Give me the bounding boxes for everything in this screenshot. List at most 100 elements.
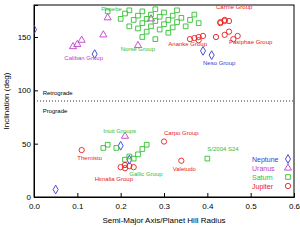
point (218, 20, 223, 25)
point (131, 164, 136, 169)
tick-label: 0.3 (159, 202, 171, 211)
point (200, 33, 205, 38)
point (179, 15, 184, 20)
legend-marker (285, 183, 290, 188)
tick-mark (34, 144, 38, 145)
annotation: Prograde (43, 108, 68, 114)
annotation: S/2004 S24 (207, 146, 239, 152)
series (34, 25, 214, 194)
point (170, 25, 175, 30)
tick: 0 (27, 193, 38, 202)
tick-mark (34, 37, 38, 38)
legend-marker (286, 175, 291, 180)
tick-label: 0 (27, 193, 32, 202)
tick-label: 0.1 (72, 202, 84, 211)
legend: NeptuneUranus Saturn Jupiter (252, 155, 292, 191)
point (153, 37, 158, 42)
point (118, 17, 123, 22)
plot: 0.0 0.1 0.2 0.3 0.4 0.5 0.6 0 50 100 150 PhoebeNors… (18, 4, 300, 211)
point (100, 31, 107, 37)
point (226, 18, 231, 23)
point (104, 14, 111, 20)
point (209, 51, 214, 60)
point (205, 156, 210, 161)
tick: 0.5 (246, 193, 258, 211)
annotation: Carme Group (216, 4, 253, 10)
series (101, 7, 210, 162)
legend-label: Saturn (252, 174, 273, 181)
point (53, 185, 58, 194)
frame (34, 5, 294, 197)
tick-label: 150 (18, 33, 32, 42)
tick-label: 0.0 (29, 202, 41, 211)
point (78, 36, 85, 42)
point (157, 27, 162, 32)
point (196, 21, 201, 26)
annotation: Ananke Group (168, 41, 207, 47)
tick-mark (164, 193, 165, 197)
tick: 0.2 (116, 193, 128, 211)
tick-label: 0.2 (116, 202, 128, 211)
axis-line (35, 6, 39, 198)
point (179, 158, 184, 163)
tick: 150 (18, 33, 38, 42)
tick: 0.1 (72, 193, 84, 211)
point (140, 9, 145, 14)
annotation: Phoebe (101, 6, 122, 12)
point (226, 29, 231, 34)
point (175, 8, 180, 13)
annotations: PhoebeNorse GroupCaliban GroupAnanke Gro… (43, 4, 273, 182)
x-axis: 0.0 0.1 0.2 0.3 0.4 0.5 0.6 (29, 193, 300, 211)
tick: 100 (18, 86, 38, 95)
series (69, 14, 154, 139)
point (183, 24, 188, 29)
legend-label: Jupiter (252, 183, 274, 191)
annotation: Themisto (77, 155, 102, 161)
legend-label: Uranus (252, 165, 275, 172)
tick-mark (121, 193, 122, 197)
x-title: Semi-Major Axis/Planet Hill Radius (102, 216, 225, 225)
annotation: Pasiphae Group (229, 39, 273, 45)
point (149, 12, 154, 17)
point (161, 139, 166, 144)
point (34, 25, 37, 34)
point (149, 24, 154, 29)
annotation: Himalia Group (95, 176, 134, 182)
y-axis: 0 50 100 150 (18, 6, 38, 203)
tick-mark (77, 193, 78, 197)
tick-label: 50 (22, 140, 31, 149)
point (235, 33, 240, 38)
tick-mark (251, 193, 252, 197)
legend-label: Neptune (252, 156, 279, 164)
point (166, 30, 171, 35)
annotation: Retrograde (43, 90, 74, 96)
annotation: Valetudo (173, 166, 197, 172)
y-title: Inclination (deg) (2, 72, 11, 129)
tick-mark (34, 90, 38, 91)
marks (34, 7, 294, 194)
point (122, 162, 127, 167)
annotation: Carpo Group (164, 130, 199, 136)
point (127, 8, 132, 13)
tick-label: 0.4 (202, 202, 214, 211)
legend-marker (284, 164, 291, 170)
point (213, 34, 218, 39)
point (114, 146, 119, 151)
annotation: Inuit Groups (103, 128, 136, 134)
tick: 0.3 (159, 193, 171, 211)
tick-label: 0.5 (246, 202, 258, 211)
point (136, 152, 141, 157)
point (136, 26, 141, 31)
point (79, 147, 84, 152)
point (144, 142, 149, 147)
point (74, 40, 81, 46)
tick: 50 (22, 140, 38, 149)
tick-label: 0.6 (289, 202, 300, 211)
point (105, 142, 110, 147)
reference-line (34, 101, 294, 102)
chart: 0.0 0.1 0.2 0.3 0.4 0.5 0.6 0 50 100 150 PhoebeNors… (0, 0, 300, 227)
legend-marker (285, 155, 290, 164)
annotation: Neso Group (203, 60, 236, 66)
point (127, 24, 132, 29)
point (192, 12, 197, 17)
